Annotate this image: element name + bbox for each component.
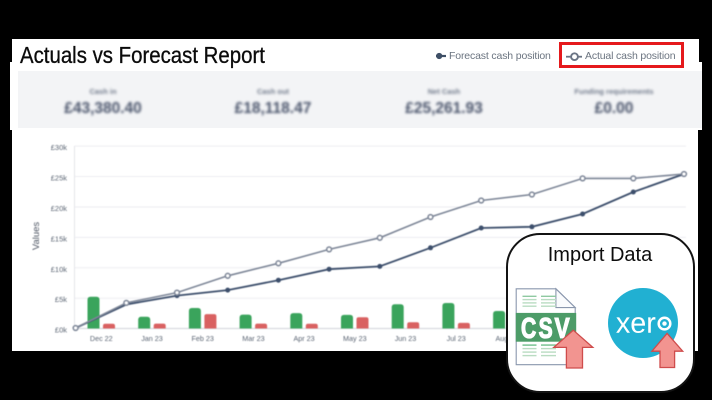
svg-text:£10k: £10k [51,265,68,274]
svg-text:Jan 23: Jan 23 [141,334,163,343]
svg-text:£30k: £30k [51,143,68,152]
svg-text:Mar 23: Mar 23 [242,334,264,343]
svg-text:£20k: £20k [51,204,68,213]
svg-text:£5k: £5k [55,295,67,304]
svg-text:Jun 23: Jun 23 [395,334,417,343]
svg-text:£0k: £0k [55,326,67,335]
svg-text:Values: Values [31,222,42,251]
svg-text:May 23: May 23 [343,334,367,343]
svg-text:£25k: £25k [51,174,68,183]
svg-text:xer: xer [616,308,656,340]
svg-text:£15k: £15k [51,234,68,243]
svg-text:C: C [521,313,536,345]
svg-text:Feb 23: Feb 23 [192,334,214,343]
svg-text:Jul 23: Jul 23 [447,334,466,343]
svg-text:Dec 22: Dec 22 [90,334,113,343]
svg-text:S: S [539,313,553,345]
svg-text:Apr 23: Apr 23 [294,334,315,343]
